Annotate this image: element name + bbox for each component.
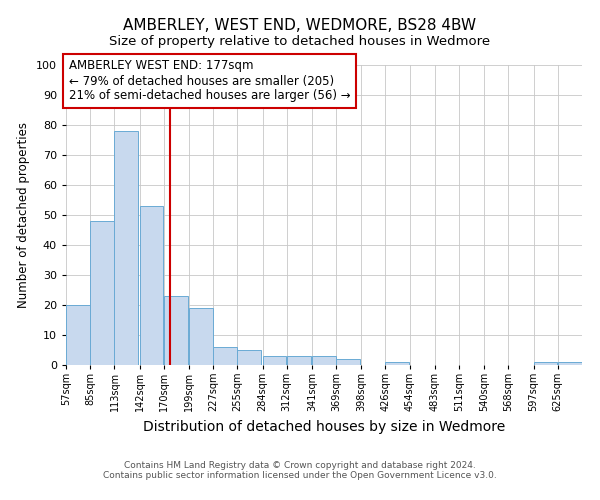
Text: AMBERLEY WEST END: 177sqm
← 79% of detached houses are smaller (205)
21% of semi: AMBERLEY WEST END: 177sqm ← 79% of detac…	[68, 60, 350, 102]
Bar	[533, 362, 557, 365]
Bar	[140, 206, 163, 365]
Bar	[164, 296, 188, 365]
Bar	[312, 356, 335, 365]
Text: Contains HM Land Registry data © Crown copyright and database right 2024.
Contai: Contains HM Land Registry data © Crown c…	[103, 460, 497, 480]
Bar	[385, 362, 409, 365]
Bar	[558, 362, 581, 365]
Bar	[263, 356, 286, 365]
X-axis label: Distribution of detached houses by size in Wedmore: Distribution of detached houses by size …	[143, 420, 505, 434]
Text: Size of property relative to detached houses in Wedmore: Size of property relative to detached ho…	[109, 35, 491, 48]
Bar	[189, 308, 213, 365]
Bar	[238, 350, 261, 365]
Bar	[90, 221, 114, 365]
Text: AMBERLEY, WEST END, WEDMORE, BS28 4BW: AMBERLEY, WEST END, WEDMORE, BS28 4BW	[124, 18, 476, 32]
Bar	[213, 347, 237, 365]
Y-axis label: Number of detached properties: Number of detached properties	[17, 122, 31, 308]
Bar	[336, 359, 360, 365]
Bar	[115, 131, 138, 365]
Bar	[66, 305, 90, 365]
Bar	[287, 356, 311, 365]
